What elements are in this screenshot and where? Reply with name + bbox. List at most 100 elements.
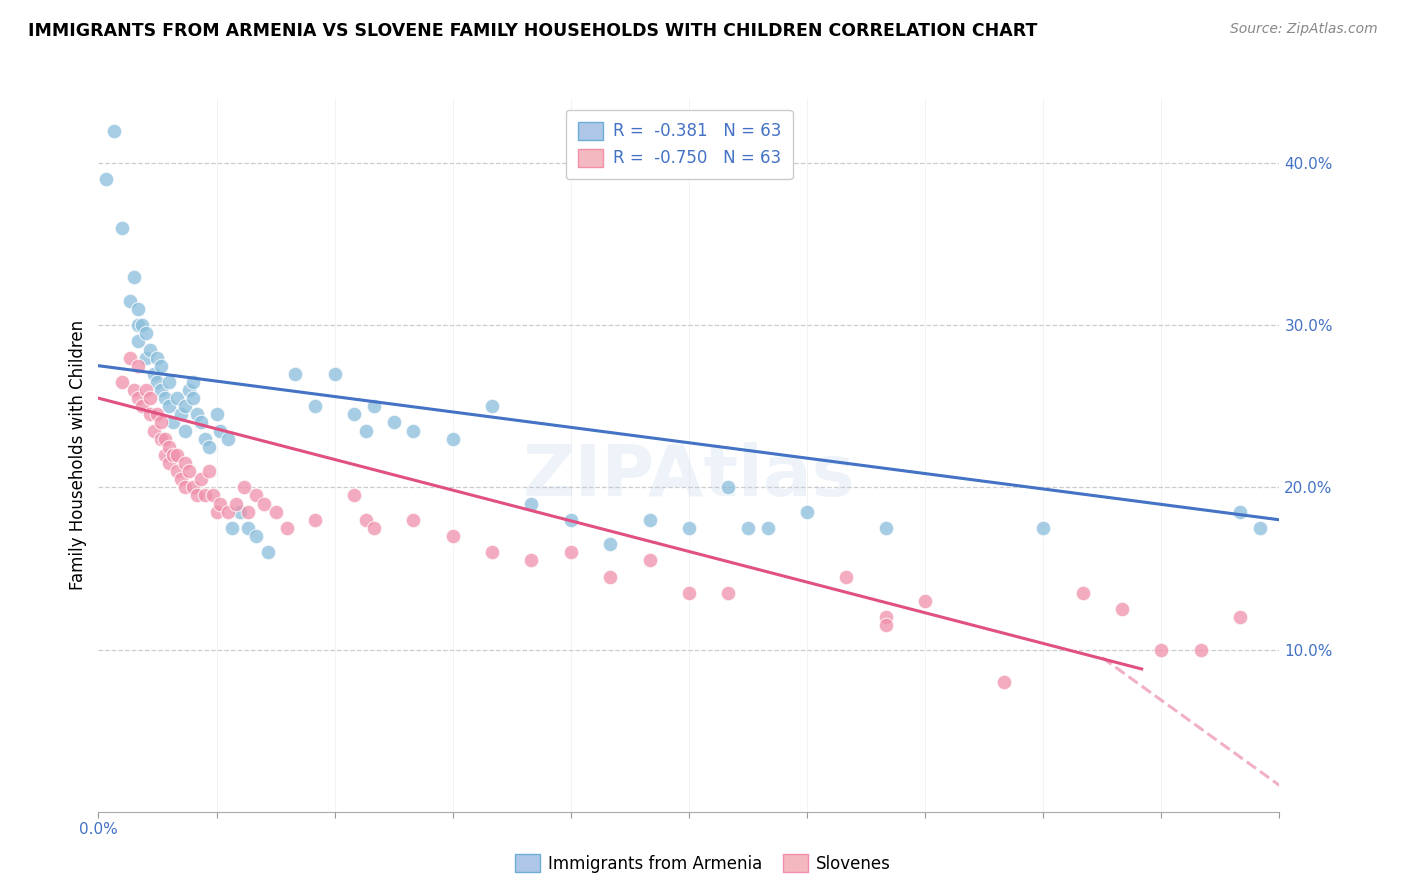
Point xyxy=(118,293,141,308)
Point xyxy=(127,359,149,373)
Point xyxy=(402,424,425,438)
Point xyxy=(157,375,180,389)
Point xyxy=(560,513,582,527)
Point xyxy=(481,545,503,559)
Point xyxy=(599,537,621,551)
Point xyxy=(205,408,228,422)
Point xyxy=(1111,602,1133,616)
Text: IMMIGRANTS FROM ARMENIA VS SLOVENE FAMILY HOUSEHOLDS WITH CHILDREN CORRELATION C: IMMIGRANTS FROM ARMENIA VS SLOVENE FAMIL… xyxy=(28,22,1038,40)
Point xyxy=(1071,586,1094,600)
Point xyxy=(560,545,582,559)
Point xyxy=(209,497,232,511)
Point xyxy=(253,497,276,511)
Point xyxy=(138,343,160,357)
Point xyxy=(190,416,212,430)
Point xyxy=(174,456,197,470)
Point xyxy=(138,408,160,422)
Point xyxy=(284,367,307,381)
Point xyxy=(186,488,208,502)
Legend: Immigrants from Armenia, Slovenes: Immigrants from Armenia, Slovenes xyxy=(509,847,897,880)
Point xyxy=(190,472,212,486)
Y-axis label: Family Households with Children: Family Households with Children xyxy=(69,320,87,590)
Point xyxy=(157,456,180,470)
Point xyxy=(323,367,346,381)
Point xyxy=(233,480,256,494)
Point xyxy=(678,586,700,600)
Point xyxy=(166,391,188,405)
Point xyxy=(146,408,169,422)
Point xyxy=(150,432,173,446)
Point xyxy=(170,408,193,422)
Point xyxy=(1249,521,1271,535)
Point xyxy=(229,505,252,519)
Point xyxy=(245,488,267,502)
Point xyxy=(737,521,759,535)
Point xyxy=(217,432,239,446)
Point xyxy=(197,440,219,454)
Point xyxy=(166,448,188,462)
Point xyxy=(599,569,621,583)
Point xyxy=(256,545,278,559)
Point xyxy=(181,391,204,405)
Point xyxy=(122,269,145,284)
Point xyxy=(717,480,740,494)
Point xyxy=(157,440,180,454)
Point xyxy=(276,521,298,535)
Point xyxy=(1189,642,1212,657)
Point xyxy=(914,594,936,608)
Point xyxy=(174,480,197,494)
Point xyxy=(146,375,169,389)
Point xyxy=(127,318,149,333)
Point xyxy=(343,488,366,502)
Point xyxy=(236,505,259,519)
Point xyxy=(875,521,897,535)
Point xyxy=(717,586,740,600)
Point xyxy=(122,383,145,397)
Point xyxy=(264,505,287,519)
Point xyxy=(354,424,377,438)
Point xyxy=(209,424,232,438)
Point xyxy=(155,432,177,446)
Point xyxy=(181,480,204,494)
Point xyxy=(135,383,157,397)
Point xyxy=(135,351,157,365)
Point xyxy=(1032,521,1054,535)
Point xyxy=(993,675,1015,690)
Point xyxy=(481,399,503,413)
Point xyxy=(201,488,224,502)
Point xyxy=(127,391,149,405)
Point xyxy=(221,521,243,535)
Point xyxy=(236,521,259,535)
Legend: R =  -0.381   N = 63, R =  -0.750   N = 63: R = -0.381 N = 63, R = -0.750 N = 63 xyxy=(567,110,793,179)
Point xyxy=(103,123,125,137)
Point xyxy=(1150,642,1173,657)
Point xyxy=(343,408,366,422)
Point xyxy=(174,399,197,413)
Point xyxy=(638,513,661,527)
Point xyxy=(363,521,385,535)
Point xyxy=(131,318,153,333)
Text: ZIPAtlas: ZIPAtlas xyxy=(523,442,855,511)
Point xyxy=(835,569,858,583)
Point xyxy=(131,399,153,413)
Point xyxy=(382,416,405,430)
Point xyxy=(135,326,157,341)
Point xyxy=(678,521,700,535)
Point xyxy=(157,399,180,413)
Point xyxy=(174,424,197,438)
Point xyxy=(111,375,134,389)
Point xyxy=(186,408,208,422)
Point xyxy=(155,391,177,405)
Point xyxy=(875,610,897,624)
Point xyxy=(111,220,134,235)
Point xyxy=(520,553,543,567)
Point xyxy=(875,618,897,632)
Point xyxy=(138,391,160,405)
Point xyxy=(162,416,184,430)
Point xyxy=(756,521,779,535)
Point xyxy=(217,505,239,519)
Point xyxy=(155,448,177,462)
Point xyxy=(441,529,464,543)
Point xyxy=(146,351,169,365)
Point xyxy=(304,399,326,413)
